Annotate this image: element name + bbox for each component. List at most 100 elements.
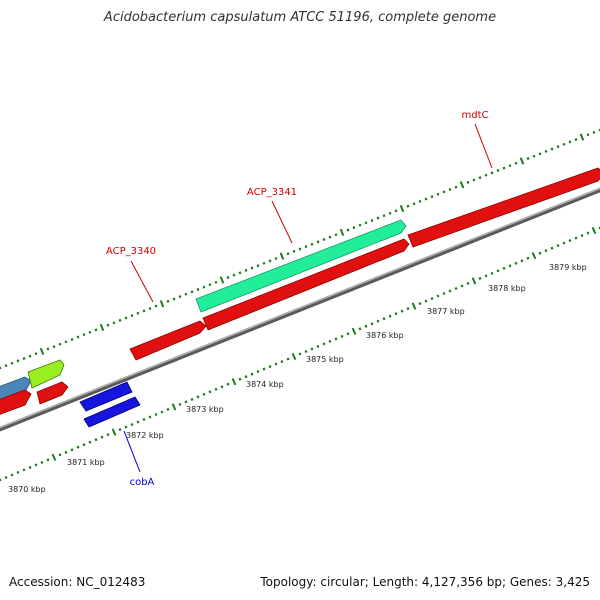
minor-tick [310,242,314,246]
minor-tick [550,246,554,250]
minor-tick [268,365,272,369]
minor-tick [40,460,44,464]
minor-tick [178,402,182,406]
minor-tick [220,385,224,389]
kbp-tick-label: 3875 kbp [306,355,344,364]
minor-tick [244,375,248,379]
major-tick [399,204,405,213]
gene-feature[interactable] [79,381,133,412]
minor-tick [190,397,194,401]
gene-label-ACP_3340: ACP_3340 [106,246,156,257]
minor-tick [250,266,254,270]
minor-tick [328,235,332,239]
minor-tick [364,324,368,328]
minor-tick [202,285,206,289]
minor-tick [508,164,512,168]
gene-feature[interactable] [36,381,69,405]
major-tick [219,276,225,284]
forward-strand [0,167,600,418]
major-tick [279,252,285,260]
kbp-tick-label: 3871 kbp [67,458,105,467]
minor-tick [100,435,104,439]
gene-cobA[interactable] [83,396,141,428]
minor-tick [178,295,182,299]
minor-tick [142,309,146,313]
minor-tick [118,318,122,322]
minor-tick [370,218,374,222]
reverse-strand [79,381,141,428]
minor-tick [352,226,356,230]
gene-feature[interactable] [202,238,410,331]
genome-backbone [0,187,600,432]
minor-tick [496,269,500,273]
minor-tick [454,185,458,189]
kbp-tick-label: 3876 kbp [366,331,404,340]
minor-tick [556,244,560,248]
minor-tick [58,453,62,457]
minor-tick [490,271,494,275]
major-tick [591,226,597,235]
minor-tick [0,478,2,482]
minor-tick [586,133,590,137]
gene-mdtC[interactable] [407,167,600,248]
minor-tick [4,475,8,480]
minor-tick [430,195,434,199]
minor-tick [340,334,344,338]
gene-feature[interactable] [27,359,65,389]
minor-tick [214,280,218,284]
minor-tick [64,450,68,454]
minor-tick [166,407,170,411]
minor-tick [10,361,14,365]
inner-tick-ring [0,226,600,482]
minor-tick [256,370,260,374]
gene-ACP_3341[interactable] [195,219,407,313]
minor-tick [196,395,200,399]
minor-tick [130,423,134,427]
minor-tick [70,448,74,452]
minor-tick [82,443,86,447]
gene-ACP_3340[interactable] [129,320,207,361]
minor-tick [238,377,242,381]
minor-tick [112,321,116,325]
minor-tick [562,241,566,245]
minor-tick [502,166,506,170]
minor-tick [484,173,488,177]
major-tick [51,453,57,461]
minor-tick [550,147,554,151]
minor-tick [160,410,164,414]
minor-tick [496,168,500,172]
minor-tick [214,387,218,391]
minor-tick [208,390,212,394]
kbp-tick-label: 3874 kbp [246,380,284,389]
minor-tick [592,130,596,134]
gene-label-cobA: cobA [130,477,155,488]
minor-tick [568,140,572,144]
genome-summary-text: Topology: circular; Length: 4,127,356 bp… [260,575,590,589]
minor-tick [424,197,428,201]
minor-tick [382,317,386,321]
minor-tick [28,465,32,469]
minor-tick [106,323,110,327]
minor-tick [376,216,380,220]
minor-tick [64,340,68,344]
minor-tick [448,289,452,293]
kbp-tick-label: 3872 kbp [126,431,164,440]
minor-tick [34,463,38,467]
minor-tick [568,239,572,243]
minor-tick [148,415,152,419]
minor-tick [118,428,122,432]
minor-tick [532,154,536,158]
gene-feature[interactable] [0,376,32,405]
minor-tick [304,349,308,354]
gene-feature[interactable] [0,389,32,418]
minor-tick [46,458,50,462]
minor-tick [442,190,446,194]
gene-label-ACP_3341: ACP_3341 [247,187,297,198]
major-tick [351,327,357,335]
kbp-scale-labels: 3870 kbp 3871 kbp 3872 kbp 3873 kbp 3874… [8,263,587,494]
kbp-tick-label: 3873 kbp [186,405,224,414]
label-leader-ACP_3340 [130,260,154,303]
minor-tick [388,211,392,215]
minor-tick [298,247,302,251]
